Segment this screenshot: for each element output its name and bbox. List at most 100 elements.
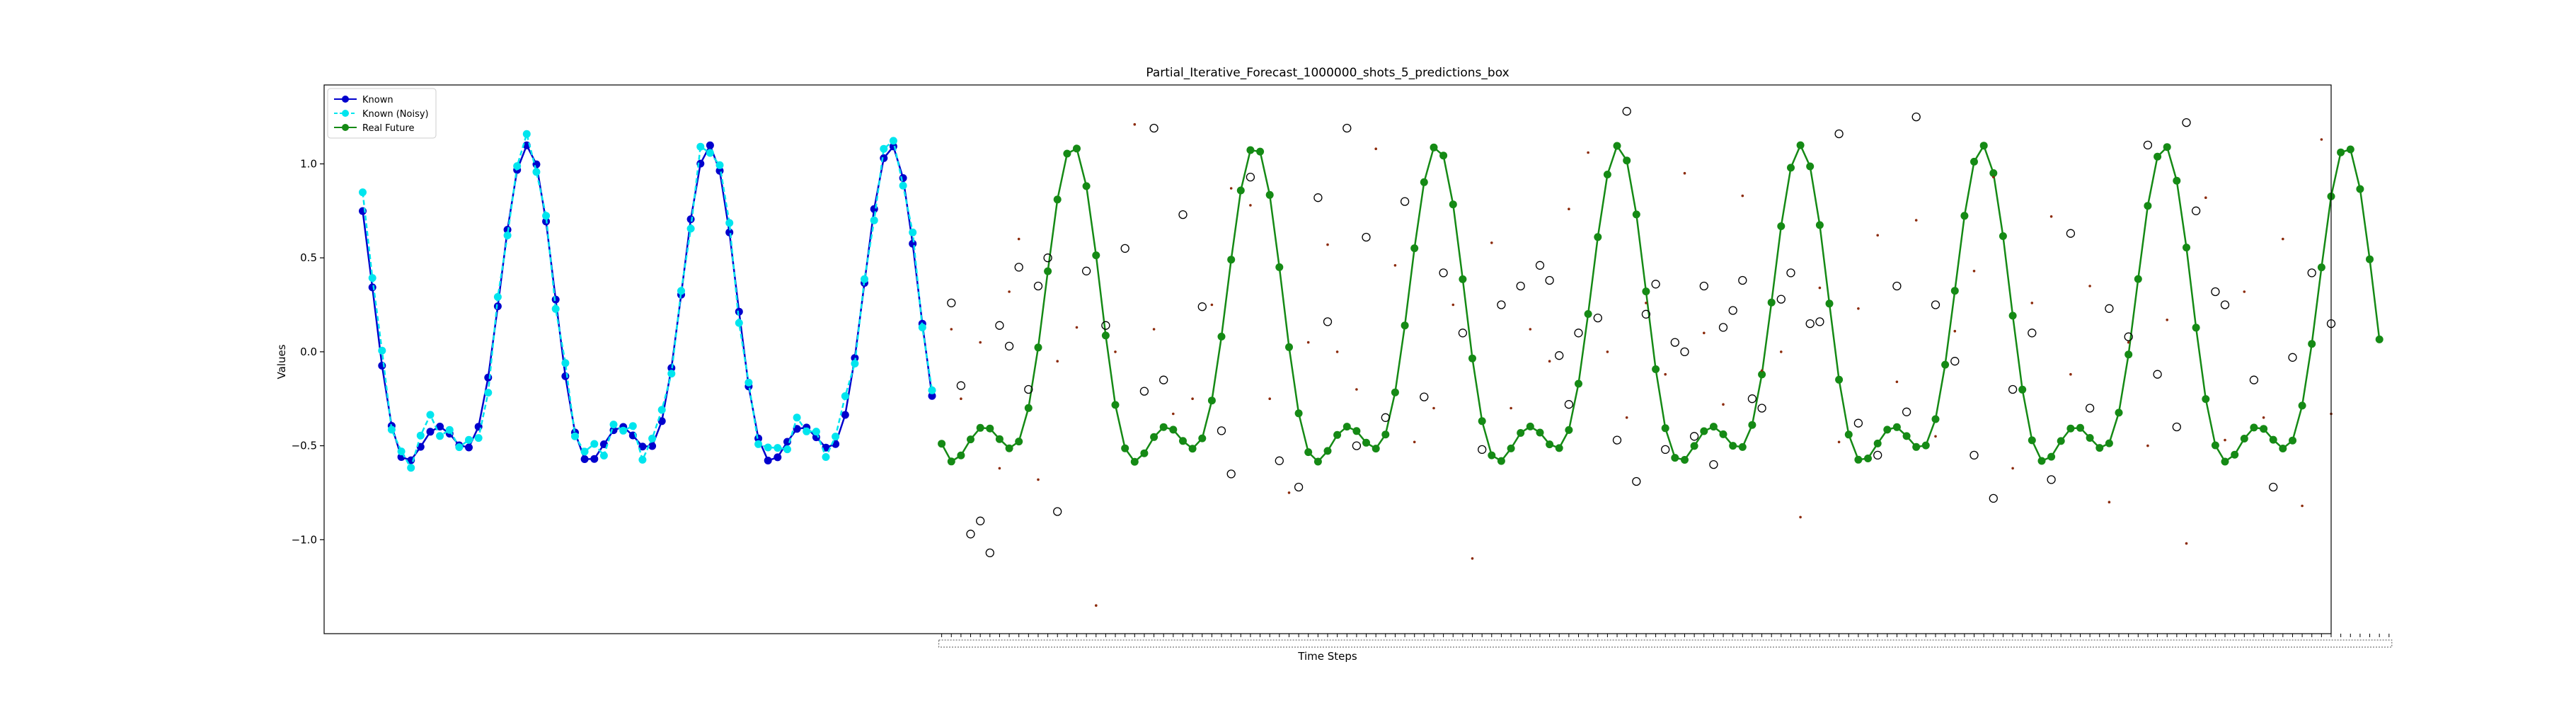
- y-tick-label: −1.0: [292, 533, 317, 546]
- real-future-point: [1729, 442, 1737, 450]
- prediction-circle: [1400, 197, 1410, 206]
- prediction-dot: [2030, 302, 2034, 304]
- known-noisy-point: [474, 434, 483, 442]
- x-axis-label: Time Steps: [1297, 650, 1357, 663]
- real-future-point: [1767, 298, 1776, 307]
- real-future-point: [2086, 434, 2094, 442]
- known-noisy-point: [870, 216, 878, 224]
- real-future-point: [2154, 152, 2162, 161]
- legend-marker-real-future: [342, 124, 349, 131]
- real-future-point: [1748, 421, 1756, 429]
- prediction-circle: [2191, 206, 2201, 215]
- known-noisy-point: [465, 435, 473, 444]
- prediction-circle: [1081, 266, 1091, 275]
- prediction-circle: [1622, 107, 1631, 116]
- real-future-point: [1584, 310, 1592, 318]
- prediction-dot: [1568, 207, 1570, 211]
- real-future-point: [1217, 332, 1226, 341]
- real-future-point: [1140, 449, 1149, 457]
- prediction-dot: [1625, 416, 1628, 419]
- prediction-circle: [1342, 123, 1352, 133]
- real-future-point: [2279, 445, 2287, 452]
- real-future-point: [1719, 430, 1727, 438]
- known-noisy-point: [426, 411, 435, 419]
- prediction-dot: [1837, 440, 1841, 444]
- real-future-point: [1121, 444, 1129, 452]
- known-noisy-point: [918, 324, 926, 331]
- real-future-point: [1613, 142, 1621, 150]
- known-noisy-point: [899, 181, 907, 190]
- prediction-circle: [1458, 329, 1468, 338]
- prediction-circle: [1352, 441, 1362, 450]
- real-future-point: [1902, 432, 1911, 440]
- real-future-point: [1179, 437, 1187, 445]
- prediction-circle: [1989, 493, 1998, 503]
- legend-marker-known: [342, 96, 349, 103]
- known-noisy-point: [648, 434, 657, 442]
- real-future-point: [986, 424, 994, 433]
- known-noisy-point: [580, 447, 589, 456]
- real-future-point: [1517, 429, 1525, 437]
- real-future-point: [1082, 182, 1091, 190]
- prediction-dot: [2320, 138, 2323, 141]
- real-future-point: [1815, 221, 1824, 229]
- real-future-point: [2095, 444, 2104, 452]
- real-future-point: [947, 457, 955, 466]
- real-future-point: [1073, 144, 1081, 153]
- prediction-circle: [1873, 450, 1882, 460]
- prediction-circle: [1294, 482, 1304, 492]
- prediction-circle: [985, 548, 994, 558]
- known-point: [880, 154, 888, 162]
- prediction-dot: [2088, 285, 2091, 287]
- prediction-dot: [1152, 328, 1156, 331]
- known-noisy-point: [416, 431, 425, 440]
- real-future-point: [1835, 375, 1844, 384]
- prediction-circle: [2307, 268, 2316, 278]
- y-tick-label: −0.5: [292, 440, 317, 452]
- prediction-circle: [1226, 469, 1236, 479]
- prediction-circle: [1680, 347, 1689, 357]
- real-future-point: [1555, 444, 1563, 452]
- known-noisy-point: [706, 149, 714, 157]
- prediction-circle: [1555, 351, 1564, 360]
- prediction-dot: [2282, 237, 2284, 241]
- known-point: [599, 440, 608, 448]
- real-future-point: [2163, 143, 2171, 152]
- legend-box: [327, 88, 437, 139]
- prediction-circle: [1641, 309, 1651, 319]
- real-future-point: [1970, 157, 1978, 166]
- real-future-point: [1198, 434, 1207, 442]
- real-future-point: [1101, 331, 1110, 340]
- known-noisy-point: [686, 224, 695, 233]
- prediction-circle: [1738, 275, 1747, 285]
- prediction-circle: [1950, 357, 1960, 366]
- prediction-dot: [1172, 412, 1175, 416]
- real-future-point: [1960, 212, 1969, 220]
- prediction-circle: [1564, 400, 1574, 409]
- real-future-point: [1652, 365, 1660, 373]
- known-noisy-point: [628, 422, 637, 430]
- known-point: [764, 457, 772, 464]
- real-future-point: [2134, 275, 2142, 283]
- prediction-circle: [1323, 317, 1333, 326]
- prediction-circle: [1545, 275, 1554, 285]
- prediction-dot: [979, 341, 982, 344]
- known-point: [899, 174, 907, 182]
- prediction-circle: [956, 381, 966, 390]
- real-future-point: [1979, 142, 1988, 150]
- prediction-dot: [1451, 303, 1455, 307]
- real-future-point: [2337, 148, 2345, 156]
- prediction-circle: [2028, 329, 2037, 338]
- prediction-dot: [1393, 264, 1397, 267]
- real-future-point: [2308, 340, 2316, 348]
- known-noisy-point: [638, 455, 647, 464]
- prediction-dot: [1934, 435, 1937, 438]
- real-future-point: [1864, 455, 1872, 462]
- known-noisy-point: [861, 275, 868, 283]
- real-future-point: [1892, 423, 1901, 431]
- known-point: [590, 455, 599, 463]
- prediction-dot: [1741, 194, 1744, 198]
- prediction-circle: [2047, 475, 2056, 484]
- prediction-circle: [966, 530, 975, 539]
- known-noisy-point: [484, 389, 493, 397]
